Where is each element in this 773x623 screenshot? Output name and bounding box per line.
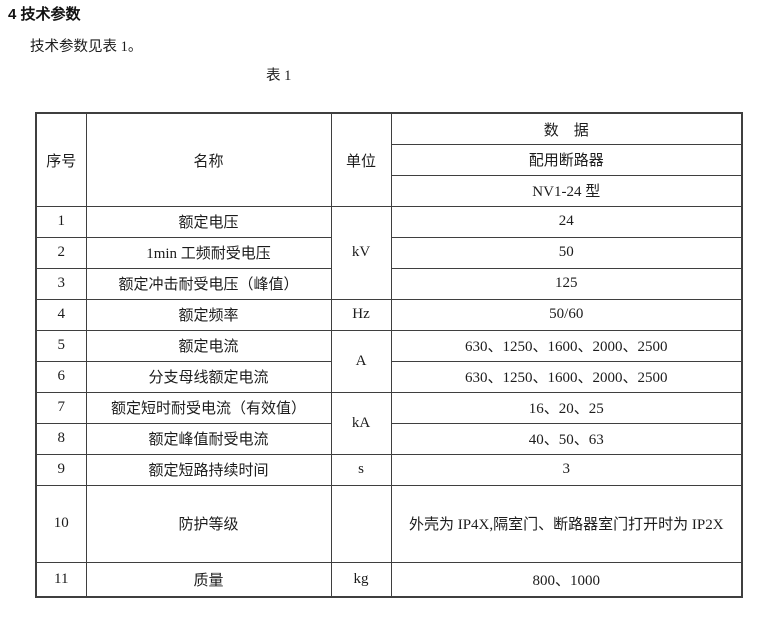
row-value: 40、50、63 <box>390 422 743 455</box>
row-unit: kg <box>330 561 392 598</box>
row-seq: 1 <box>35 205 87 238</box>
row-unit <box>330 484 392 563</box>
table-row: 1 额定电压 kV 24 <box>35 205 743 300</box>
table-row: 3 额定冲击耐受电压（峰值） 125 <box>35 267 743 300</box>
row-value: 630、1250、1600、2000、2500 <box>390 360 743 393</box>
table-header-row: 序号 名称 单位 数 据 <box>35 112 743 207</box>
row-seq: 6 <box>35 360 87 393</box>
row-seq: 10 <box>35 484 87 563</box>
document-page: 4 技术参数 技术参数见表 1。 表 1 序号 名称 单位 数 据 配用断路器 … <box>0 6 773 599</box>
row-unit: Hz <box>330 298 392 331</box>
row-name: 额定冲击耐受电压（峰值） <box>85 267 332 300</box>
row-seq: 8 <box>35 422 87 455</box>
row-name: 额定峰值耐受电流 <box>85 422 332 455</box>
header-name: 名称 <box>85 112 332 207</box>
row-seq: 4 <box>35 298 87 331</box>
table-row: 10 防护等级 外壳为 IP4X,隔室门、断路器室门打开时为 IP2X <box>35 484 743 563</box>
header-unit: 单位 <box>330 112 392 207</box>
row-seq: 5 <box>35 329 87 362</box>
row-value: 50/60 <box>390 298 743 331</box>
row-seq: 2 <box>35 236 87 269</box>
row-value: 630、1250、1600、2000、2500 <box>390 329 743 362</box>
row-name: 额定电流 <box>85 329 332 362</box>
header-data-breaker: 配用断路器 <box>390 143 743 176</box>
row-unit: kA <box>330 391 392 455</box>
row-name: 1min 工频耐受电压 <box>85 236 332 269</box>
table-caption: 表 1 <box>266 67 292 84</box>
table-row: 11 质量 kg 800、1000 <box>35 561 743 598</box>
row-name: 额定短时耐受电流（有效值） <box>85 391 332 424</box>
row-name: 分支母线额定电流 <box>85 360 332 393</box>
header-data-title: 数 据 <box>390 112 743 145</box>
parameters-table: 序号 名称 单位 数 据 配用断路器 NV1-24 型 1 额定电压 kV 24… <box>35 112 743 599</box>
row-seq: 7 <box>35 391 87 424</box>
table-row: 6 分支母线额定电流 630、1250、1600、2000、2500 <box>35 360 743 393</box>
row-name: 质量 <box>85 561 332 598</box>
row-name: 防护等级 <box>85 484 332 563</box>
table-row: 7 额定短时耐受电流（有效值） kA 16、20、25 <box>35 391 743 455</box>
row-seq: 11 <box>35 561 87 598</box>
header-data-model: NV1-24 型 <box>390 174 743 207</box>
row-name: 额定电压 <box>85 205 332 238</box>
table-header-row: NV1-24 型 <box>36 174 743 207</box>
row-value: 800、1000 <box>390 561 743 598</box>
row-value: 24 <box>390 205 743 238</box>
row-value: 3 <box>390 453 743 486</box>
intro-text: 技术参数见表 1。 <box>30 38 143 55</box>
table-header-row: 配用断路器 <box>36 143 743 176</box>
table-row: 5 额定电流 A 630、1250、1600、2000、2500 <box>35 329 743 393</box>
row-unit: s <box>330 453 392 486</box>
table-row: 4 额定频率 Hz 50/60 <box>35 298 743 331</box>
row-value: 外壳为 IP4X,隔室门、断路器室门打开时为 IP2X <box>390 484 743 563</box>
table-row: 9 额定短路持续时间 s 3 <box>35 453 743 486</box>
row-unit: kV <box>330 205 392 300</box>
section-heading: 4 技术参数 <box>8 6 81 23</box>
row-seq: 3 <box>35 267 87 300</box>
row-value: 125 <box>390 267 743 300</box>
row-value: 50 <box>390 236 743 269</box>
table-row: 8 额定峰值耐受电流 40、50、63 <box>35 422 743 455</box>
row-unit: A <box>330 329 392 393</box>
row-name: 额定短路持续时间 <box>85 453 332 486</box>
row-name: 额定频率 <box>85 298 332 331</box>
row-value: 16、20、25 <box>390 391 743 424</box>
row-seq: 9 <box>35 453 87 486</box>
header-seq: 序号 <box>35 112 87 207</box>
